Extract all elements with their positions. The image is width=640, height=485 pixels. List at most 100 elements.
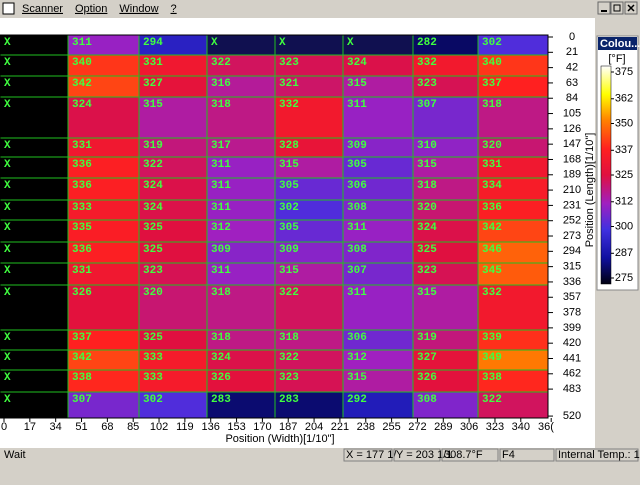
status-text: Internal Temp.: 109°F <box>558 449 640 461</box>
cell-value: 324 <box>143 180 163 192</box>
cell-value: 318 <box>417 180 437 192</box>
y-tick-label: 441 <box>563 352 581 364</box>
cell-value: X <box>4 180 11 192</box>
cell-value: 322 <box>143 159 163 171</box>
cell-value: X <box>347 37 354 49</box>
status-text: X = 177 1/ <box>346 449 397 461</box>
cell-value: 294 <box>143 37 163 49</box>
menu-item[interactable]: Scanner <box>22 3 63 15</box>
plot-border <box>0 34 549 419</box>
cell-value: X <box>4 99 11 111</box>
cell-value: X <box>4 78 11 90</box>
x-tick-label: 102 <box>150 421 168 433</box>
cell-value: 323 <box>143 265 163 277</box>
cell-value: 305 <box>279 180 299 192</box>
cell-value: 309 <box>347 140 367 152</box>
cell-value: 320 <box>482 140 502 152</box>
cell-value: 340 <box>482 57 502 69</box>
heat-cell <box>477 391 549 419</box>
cell-value: 312 <box>347 352 367 364</box>
status-text: Y = 203 1/1 <box>396 449 452 461</box>
menu-item[interactable]: Option <box>75 3 107 15</box>
cell-value: 315 <box>143 99 163 111</box>
cell-value: 292 <box>347 394 367 406</box>
cell-value: X <box>4 159 11 171</box>
cell-value: 315 <box>279 159 299 171</box>
x-tick-label: 0 <box>1 421 7 433</box>
cell-value: 283 <box>279 394 299 406</box>
cell-value: 315 <box>417 287 437 299</box>
cell-value: 333 <box>72 202 92 214</box>
cell-value: X <box>4 332 11 344</box>
colorbar-tick-label: 287 <box>615 247 633 259</box>
cell-value: 336 <box>72 159 92 171</box>
cell-value: X <box>4 202 11 214</box>
x-tick-label: 340 <box>512 421 530 433</box>
x-tick-label: 136 <box>202 421 220 433</box>
colorbar-tick-label: 300 <box>615 220 633 232</box>
cell-value: 337 <box>482 78 502 90</box>
x-tick-label: 289 <box>434 421 452 433</box>
y-tick-label: 399 <box>563 322 581 334</box>
cell-value: 342 <box>72 78 92 90</box>
y-tick-label: 0 <box>569 31 575 43</box>
cell-value: 332 <box>279 99 299 111</box>
cell-value: X <box>4 287 11 299</box>
cell-value: X <box>4 244 11 256</box>
y-tick-label: 147 <box>563 138 581 150</box>
cell-value: X <box>4 222 11 234</box>
status-panel <box>499 448 555 462</box>
cell-value: 318 <box>211 332 231 344</box>
y-tick-label: 231 <box>563 199 581 211</box>
menu-item[interactable]: ? <box>171 3 177 15</box>
x-tick-label: 170 <box>253 421 271 433</box>
cell-value: 306 <box>347 332 367 344</box>
cell-value: 323 <box>417 78 437 90</box>
colorbar-tick-label: 362 <box>615 93 633 105</box>
heat-cell <box>0 96 69 139</box>
cell-value: 307 <box>347 265 367 277</box>
cell-value: 349 <box>482 352 502 364</box>
cell-value: 318 <box>279 332 299 344</box>
cell-value: 311 <box>347 99 367 111</box>
colorbar-tick-label: 375 <box>615 66 633 78</box>
x-tick-label: 272 <box>408 421 426 433</box>
cell-value: 316 <box>211 78 231 90</box>
cell-value: 320 <box>417 202 437 214</box>
cell-value: 302 <box>279 202 299 214</box>
cell-value: X <box>4 372 11 384</box>
y-tick-label: 273 <box>563 230 581 242</box>
y-tick-label: 520 <box>563 410 581 422</box>
x-tick-label: 323 <box>486 421 504 433</box>
cell-value: 326 <box>211 372 231 384</box>
y-tick-label: 378 <box>563 306 581 318</box>
y-tick-label: 315 <box>563 261 581 273</box>
heat-cell <box>342 96 414 139</box>
cell-value: X <box>4 352 11 364</box>
cell-value: 315 <box>347 372 367 384</box>
cell-value: 333 <box>143 352 163 364</box>
cell-value: 345 <box>482 265 502 277</box>
colorbar-title: Colou... <box>600 38 640 50</box>
minimize[interactable] <box>597 1 611 15</box>
status-text: Wait <box>4 449 26 461</box>
x-tick-label: 255 <box>382 421 400 433</box>
cell-value: 317 <box>211 140 231 152</box>
cell-value: 325 <box>143 244 163 256</box>
cell-value: 302 <box>143 394 163 406</box>
x-tick-label: 187 <box>279 421 297 433</box>
cell-value: 336 <box>72 244 92 256</box>
cell-value: 334 <box>482 180 502 192</box>
cell-value: 311 <box>211 180 231 192</box>
x-tick-label: 17 <box>24 421 36 433</box>
x-tick-label: 221 <box>331 421 349 433</box>
menu-item[interactable]: Window <box>119 3 158 15</box>
y-tick-label: 462 <box>563 368 581 380</box>
cell-value: 332 <box>482 287 502 299</box>
cell-value: 307 <box>72 394 92 406</box>
cell-value: 311 <box>347 287 367 299</box>
restore[interactable] <box>610 1 624 15</box>
cell-value: 309 <box>211 244 231 256</box>
x-tick-label: 34 <box>50 421 62 433</box>
cell-value: 327 <box>143 78 163 90</box>
